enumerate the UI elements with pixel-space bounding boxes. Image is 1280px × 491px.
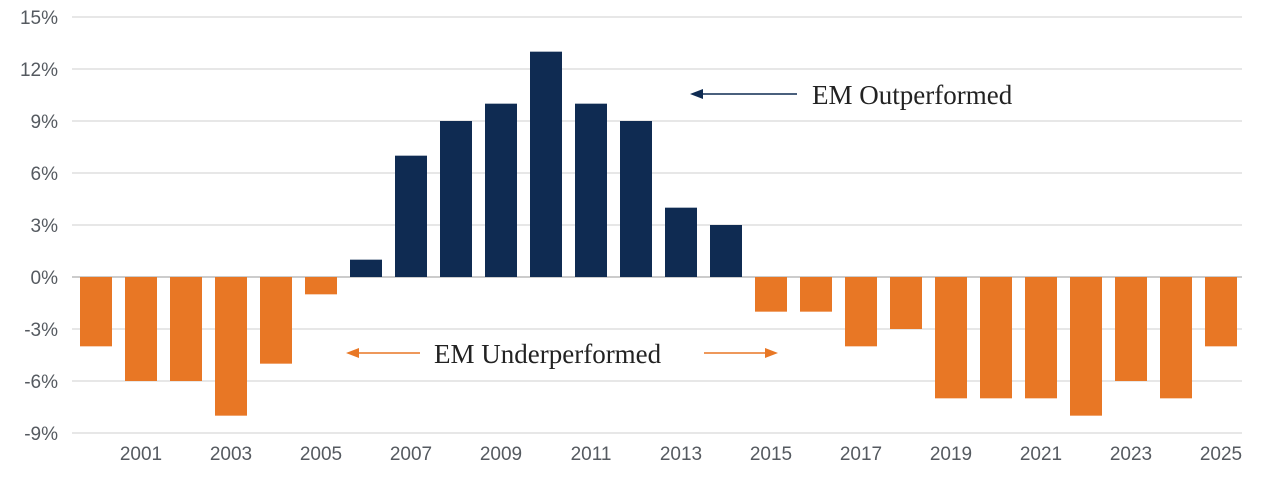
underperformed-annotation: EM Underperformed — [346, 339, 778, 369]
gridlines — [72, 16, 1242, 434]
bar-2018 — [890, 277, 922, 329]
x-tick-label: 2023 — [1110, 444, 1152, 465]
bar-2003 — [215, 277, 247, 416]
outperformed-label: EM Outperformed — [812, 80, 1013, 110]
x-tick-label: 2015 — [750, 444, 792, 465]
bar-2021 — [1025, 277, 1057, 399]
bar-2012 — [620, 121, 652, 277]
x-tick-label: 2005 — [300, 444, 342, 465]
bar-2000 — [80, 277, 112, 347]
underperformed-label: EM Underperformed — [434, 339, 662, 369]
x-tick-label: 2009 — [480, 444, 522, 465]
x-tick-label: 2025 — [1200, 444, 1242, 465]
bar-2004 — [260, 277, 292, 364]
bar-2023 — [1115, 277, 1147, 381]
x-tick-label: 2011 — [571, 444, 612, 465]
bar-2015 — [755, 277, 787, 312]
bar-2011 — [575, 103, 607, 278]
bar-2007 — [395, 155, 427, 277]
x-tick-label: 2017 — [840, 444, 882, 465]
x-tick-label: 2019 — [930, 444, 972, 465]
x-axis: 2001 2003 2005 2007 2009 2011 2013 2015 2017 2019… — [120, 444, 1242, 465]
y-tick-label: 15% — [20, 8, 58, 29]
bar-2019 — [935, 277, 967, 399]
y-tick-label: 6% — [31, 164, 59, 185]
outperformed-annotation: EM Outperformed — [690, 80, 1013, 110]
y-tick-label: 12% — [20, 60, 58, 81]
y-tick-label: 3% — [31, 216, 59, 237]
bar-2016 — [800, 277, 832, 312]
bar-2024 — [1160, 277, 1192, 399]
underperformed-arrowhead-right — [765, 348, 778, 358]
bar-2002 — [170, 277, 202, 381]
x-tick-label: 2001 — [120, 444, 162, 465]
y-tick-label: -9% — [24, 424, 58, 445]
underperformed-arrowhead-left — [346, 348, 359, 358]
bar-2020 — [980, 277, 1012, 399]
y-tick-label: 9% — [31, 112, 59, 133]
bar-2022 — [1070, 277, 1102, 416]
x-tick-label: 2013 — [660, 444, 702, 465]
x-tick-label: 2007 — [390, 444, 432, 465]
bar-2006 — [350, 259, 382, 277]
bars — [80, 51, 1237, 416]
bar-2025 — [1205, 277, 1237, 347]
bar-2017 — [845, 277, 877, 347]
y-tick-label: -6% — [24, 372, 58, 393]
y-axis: 15% 12% 9% 6% 3% 0% -3% -6% -9% — [20, 8, 58, 445]
bar-2010 — [530, 51, 562, 277]
x-tick-label: 2003 — [210, 444, 252, 465]
x-tick-label: 2021 — [1020, 444, 1062, 465]
bar-2008 — [440, 121, 472, 277]
bar-2014 — [710, 225, 742, 277]
outperformed-arrowhead — [690, 89, 703, 99]
y-tick-label: -3% — [24, 320, 58, 341]
bar-2009 — [485, 103, 517, 278]
bar-2013 — [665, 207, 697, 277]
y-tick-label: 0% — [31, 268, 59, 289]
bar-2001 — [125, 277, 157, 381]
bar-2005 — [305, 277, 337, 295]
